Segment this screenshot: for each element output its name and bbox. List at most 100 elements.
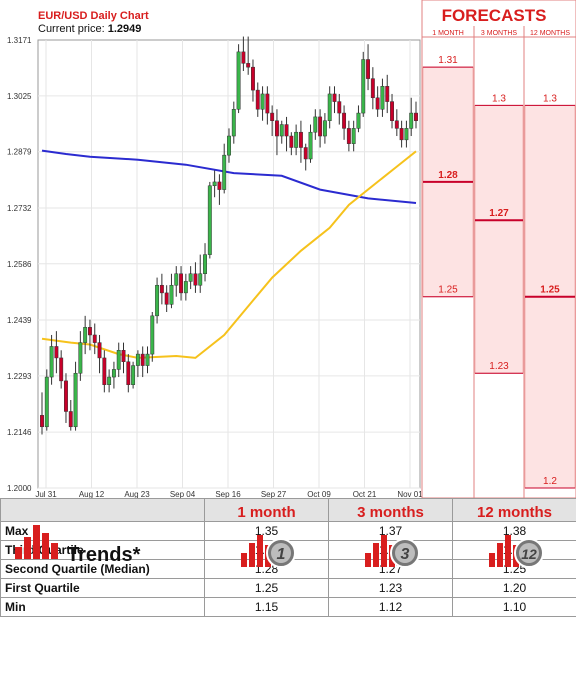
candle bbox=[274, 109, 279, 156]
candle bbox=[135, 350, 140, 378]
x-tick-label: Oct 09 bbox=[307, 490, 331, 498]
candle bbox=[107, 369, 112, 393]
candlesticks bbox=[40, 36, 418, 435]
x-tick-label: Jul 31 bbox=[35, 490, 57, 498]
candle bbox=[322, 113, 327, 144]
candle bbox=[337, 93, 342, 125]
candle bbox=[102, 350, 107, 393]
forecast-col-label: 1 MONTH bbox=[432, 30, 464, 37]
trend-col-12-months: 12 months 12 bbox=[452, 498, 576, 568]
y-tick-label: 1.2879 bbox=[7, 148, 32, 157]
candle bbox=[217, 174, 222, 205]
candle bbox=[97, 334, 102, 374]
candle bbox=[380, 78, 385, 117]
forecast-level-value: 1.25 bbox=[540, 285, 560, 296]
candle bbox=[87, 319, 92, 351]
svg-text:12: 12 bbox=[521, 546, 537, 562]
candle bbox=[150, 312, 155, 362]
candle bbox=[399, 120, 404, 148]
candle bbox=[188, 266, 193, 290]
chart-and-forecasts: 1.3171 1.3025 1.2879 1.2732 1.2586 1.2439 1.22… bbox=[7, 0, 576, 498]
candle bbox=[255, 82, 260, 117]
candle bbox=[111, 361, 116, 389]
bar-chart-badge-icon: 12 bbox=[489, 535, 544, 568]
current-price-line: Current price: 1.2949 bbox=[38, 23, 141, 35]
trends-row-label: Min bbox=[0, 597, 205, 617]
y-tick-label: 1.2146 bbox=[7, 428, 32, 437]
candle bbox=[366, 44, 371, 91]
x-tick-label: Aug 23 bbox=[124, 490, 150, 498]
trends-row-value: 1.25 bbox=[204, 578, 329, 598]
candle bbox=[356, 105, 361, 133]
candle bbox=[303, 143, 308, 171]
x-axis-ticks: Jul 31 Aug 12 Aug 23 Sep 04 Sep 16 Sep 27 Oct … bbox=[35, 490, 423, 498]
x-tick-label: Sep 04 bbox=[170, 490, 196, 498]
candle bbox=[298, 120, 303, 163]
candle bbox=[207, 181, 212, 259]
candle bbox=[265, 86, 270, 125]
trends-row: Min 1.15 1.12 1.10 bbox=[0, 597, 576, 617]
candle bbox=[92, 323, 97, 355]
candle bbox=[346, 120, 351, 152]
candle bbox=[131, 361, 136, 389]
forecast-level-value: 1.23 bbox=[489, 361, 509, 372]
candle bbox=[83, 315, 88, 355]
candle bbox=[68, 400, 73, 431]
trend-col-title: 1 month bbox=[237, 504, 296, 521]
candle bbox=[193, 262, 198, 293]
candle bbox=[342, 105, 347, 140]
candle bbox=[145, 346, 150, 374]
moving-average-line bbox=[41, 150, 417, 359]
candle bbox=[73, 361, 78, 431]
candle bbox=[140, 346, 145, 378]
forecast-level-value: 1.28 bbox=[438, 170, 458, 181]
candle bbox=[198, 254, 203, 293]
trend-col-1-month: 1 month 1 bbox=[204, 498, 329, 568]
candle bbox=[279, 120, 284, 144]
trends-title-cell: Trends* bbox=[0, 498, 205, 566]
candle bbox=[270, 105, 275, 137]
candle bbox=[116, 342, 121, 378]
candle bbox=[44, 369, 49, 431]
candle bbox=[174, 266, 179, 297]
candle bbox=[155, 277, 160, 324]
candle bbox=[121, 342, 126, 374]
y-tick-label: 1.3025 bbox=[7, 92, 32, 101]
x-tick-label: Oct 21 bbox=[353, 490, 377, 498]
bar-chart-badge-icon: 1 bbox=[241, 535, 296, 568]
x-tick-label: Nov 01 bbox=[397, 490, 423, 498]
candle bbox=[159, 273, 164, 305]
candle bbox=[308, 124, 313, 163]
bar-chart-icon bbox=[15, 525, 58, 559]
trends-row-value: 1.20 bbox=[452, 578, 576, 598]
candle bbox=[318, 109, 323, 148]
trends-header-row: Trends* 1 month 1 3 months bbox=[0, 498, 576, 568]
candle bbox=[375, 86, 380, 117]
trends-row-value: 1.15 bbox=[204, 597, 329, 617]
candle bbox=[351, 120, 356, 152]
trend-col-title: 12 months bbox=[476, 504, 552, 521]
candle bbox=[332, 86, 337, 114]
x-tick-label: Aug 12 bbox=[79, 490, 105, 498]
trends-row-label: First Quartile bbox=[0, 578, 205, 598]
candle bbox=[251, 59, 255, 102]
candle bbox=[183, 273, 188, 301]
trend-col-title: 3 months bbox=[357, 504, 424, 521]
forecast-level-value: 1.2 bbox=[543, 476, 557, 487]
candle bbox=[164, 285, 169, 313]
forecast-level-value: 1.3 bbox=[543, 93, 557, 104]
trends-title: Trends* bbox=[67, 544, 141, 566]
candle bbox=[284, 116, 289, 152]
forecast-col-label: 12 MONTHS bbox=[530, 30, 570, 37]
current-price-label: Current price: bbox=[38, 23, 105, 35]
trends-row-value: 1.10 bbox=[452, 597, 576, 617]
candle bbox=[390, 93, 394, 129]
y-axis-ticks: 1.3171 1.3025 1.2879 1.2732 1.2586 1.2439 1.22… bbox=[7, 36, 32, 493]
forecast-range-band bbox=[474, 104, 524, 374]
candle bbox=[385, 74, 390, 114]
candle bbox=[78, 331, 83, 381]
candle bbox=[59, 350, 64, 389]
forecast-level-value: 1.27 bbox=[489, 208, 509, 219]
candle bbox=[361, 51, 366, 117]
bar-chart-badge-icon: 3 bbox=[365, 535, 420, 568]
